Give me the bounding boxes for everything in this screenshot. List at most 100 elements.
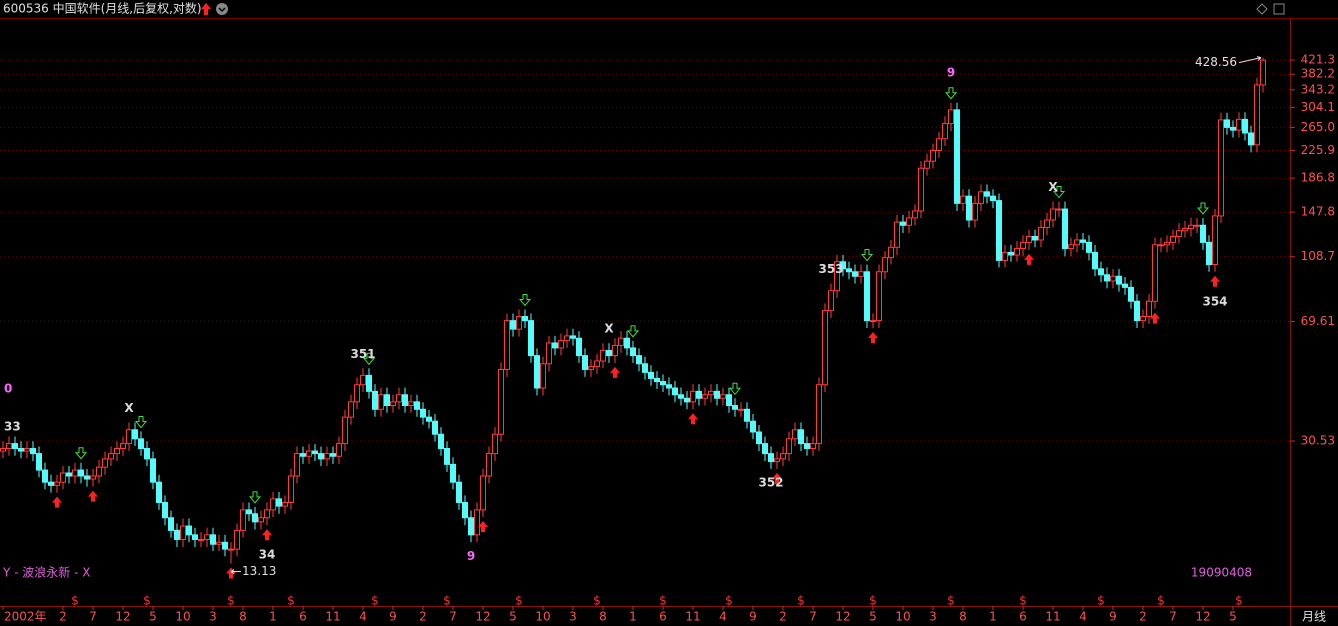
candle-body — [738, 408, 744, 411]
candle-body — [864, 271, 870, 322]
sell-arrow — [362, 352, 376, 366]
y-tick-label: 147.8 — [1301, 205, 1335, 219]
candle-body — [660, 381, 666, 386]
y-tick-label: 382.2 — [1301, 67, 1335, 81]
x-tick-label: 1 — [989, 610, 997, 624]
candle-body — [390, 401, 396, 407]
wave-label: X — [604, 322, 614, 336]
candle-body — [540, 363, 546, 389]
candle-body — [1146, 300, 1152, 318]
dividend-mark: $ — [797, 594, 805, 608]
candle-body — [504, 320, 510, 370]
candle-body — [1140, 316, 1146, 322]
candle-body — [804, 443, 810, 450]
candle-body — [168, 517, 174, 531]
candle-body — [582, 355, 588, 370]
dividend-mark: $ — [1097, 594, 1105, 608]
x-tick-label: 2 — [779, 610, 787, 624]
candle-body — [90, 475, 96, 480]
candle-body — [1230, 126, 1236, 131]
candle-body — [654, 377, 660, 383]
candle-body — [6, 443, 12, 450]
candle-body — [384, 394, 390, 407]
candle-body — [624, 337, 630, 349]
diamond-icon[interactable] — [1256, 3, 1268, 15]
dividend-mark: $ — [443, 594, 451, 608]
candle-body — [942, 123, 948, 140]
wave-label: 9 — [947, 65, 955, 79]
x-tick-label: 5 — [509, 610, 517, 624]
y-tick-label: 30.53 — [1301, 434, 1335, 448]
candle-body — [72, 469, 78, 477]
candle-body — [114, 448, 120, 455]
candle-body — [726, 394, 732, 407]
wave-label: 33 — [4, 420, 21, 434]
menu-icon[interactable] — [216, 3, 228, 15]
dividend-mark: $ — [1019, 594, 1027, 608]
candle-body — [1248, 132, 1254, 146]
x-tick-label: 6 — [299, 610, 307, 624]
date-code: 19090408 — [1191, 566, 1252, 580]
candle-body — [162, 501, 168, 519]
sell-arrow — [728, 382, 742, 396]
buy-arrow — [478, 520, 488, 532]
candle-body — [24, 448, 30, 452]
candle-body — [858, 271, 864, 277]
candle-body — [174, 529, 180, 540]
candle-body — [228, 548, 234, 551]
dividend-mark: $ — [287, 594, 295, 608]
candle-body — [1032, 235, 1038, 241]
sell-arrow — [1052, 186, 1066, 199]
candle-body — [876, 271, 882, 322]
candle-body — [810, 443, 816, 450]
candle-body — [378, 394, 384, 410]
window-icon[interactable] — [1273, 3, 1285, 15]
y-tick-label: 225.9 — [1301, 143, 1335, 157]
x-tick-label: 3 — [569, 610, 577, 624]
candle-body — [288, 475, 294, 503]
candle-body — [1170, 235, 1176, 243]
extreme-arrow — [1238, 56, 1262, 64]
candle-body — [1242, 118, 1248, 134]
candle-body — [732, 405, 738, 410]
candle-body — [720, 394, 726, 399]
candle-body — [870, 320, 876, 323]
x-tick-label: 9 — [389, 610, 397, 624]
x-tick-label: 8 — [239, 610, 247, 624]
candle-body — [822, 310, 828, 386]
x-tick-label: 4 — [359, 610, 367, 624]
wave-label: 0 — [4, 382, 12, 396]
candle-body — [420, 408, 426, 418]
candle-body — [882, 257, 888, 273]
buy-arrow — [772, 472, 782, 484]
buy-arrow — [868, 332, 878, 344]
candle-body — [1176, 230, 1182, 237]
candle-body — [282, 501, 288, 507]
dividend-mark: $ — [227, 594, 235, 608]
candle-body — [1056, 208, 1062, 211]
candle-body — [36, 453, 42, 471]
x-tick-label: 12 — [835, 610, 850, 624]
candle-body — [492, 433, 498, 455]
candle-body — [630, 347, 636, 357]
candle-body — [1200, 224, 1206, 243]
candle-body — [1116, 275, 1122, 285]
candle-body — [666, 384, 672, 389]
candle-body — [102, 458, 108, 468]
candle-body — [924, 160, 930, 169]
candle-body — [852, 271, 858, 277]
buy-arrow — [262, 529, 272, 541]
candle-body — [474, 509, 480, 536]
candle-body — [1080, 239, 1086, 243]
y-tick-label: 108.7 — [1301, 249, 1335, 263]
candle-body — [792, 429, 798, 440]
sell-arrow — [134, 416, 148, 429]
candle-body — [78, 469, 84, 477]
candle-body — [318, 453, 324, 460]
candle-body — [1206, 241, 1212, 266]
candle-body — [426, 416, 432, 422]
candle-body — [486, 453, 492, 477]
x-tick-label: 5 — [1229, 610, 1237, 624]
candle-body — [570, 335, 576, 339]
